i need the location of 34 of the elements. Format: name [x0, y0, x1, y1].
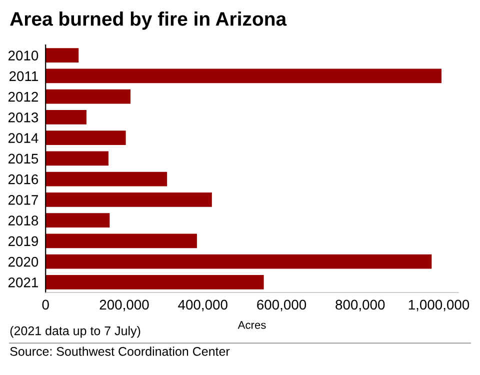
y-tick-label: 2020 — [8, 256, 38, 267]
y-tick-label: 2021 — [8, 278, 38, 288]
y-tick-label: 2017 — [8, 195, 38, 205]
bar — [46, 192, 212, 207]
x-tick-label: 1,000,000 — [408, 300, 470, 312]
bar — [46, 274, 264, 290]
x-tick-label: 400,000 — [178, 300, 228, 312]
y-tick-label: 2015 — [8, 154, 38, 164]
source-note: Source: Southwest Coordination Center — [10, 346, 230, 356]
y-tick-label: 2018 — [8, 216, 38, 226]
bar — [46, 213, 110, 228]
y-tick-label: 2019 — [8, 236, 38, 246]
bar — [46, 254, 432, 269]
bar — [46, 234, 197, 248]
bar — [46, 130, 126, 146]
bar — [46, 89, 131, 104]
bar — [46, 110, 86, 124]
x-tick-label: 200,000 — [100, 300, 149, 312]
x-tick-label: 800,000 — [336, 300, 385, 312]
x-axis-title: Acres — [238, 321, 266, 329]
bar — [46, 68, 442, 84]
bar — [46, 172, 168, 186]
chart-title: Area burned by fire in Arizona — [10, 12, 287, 30]
y-tick-label: 2014 — [8, 133, 38, 143]
y-tick-label: 2013 — [8, 112, 38, 122]
x-tick-label: 0 — [42, 300, 49, 310]
bar — [46, 48, 79, 63]
y-tick-label: 2016 — [8, 174, 38, 184]
bar — [46, 151, 109, 166]
y-tick-label: 2012 — [8, 92, 38, 102]
text: (2021 data up to 7 July) — [10, 326, 140, 338]
y-tick-label: 2010 — [8, 50, 38, 60]
y-tick-label: 2011 — [9, 71, 38, 82]
x-tick-label: 600,000 — [257, 300, 306, 312]
